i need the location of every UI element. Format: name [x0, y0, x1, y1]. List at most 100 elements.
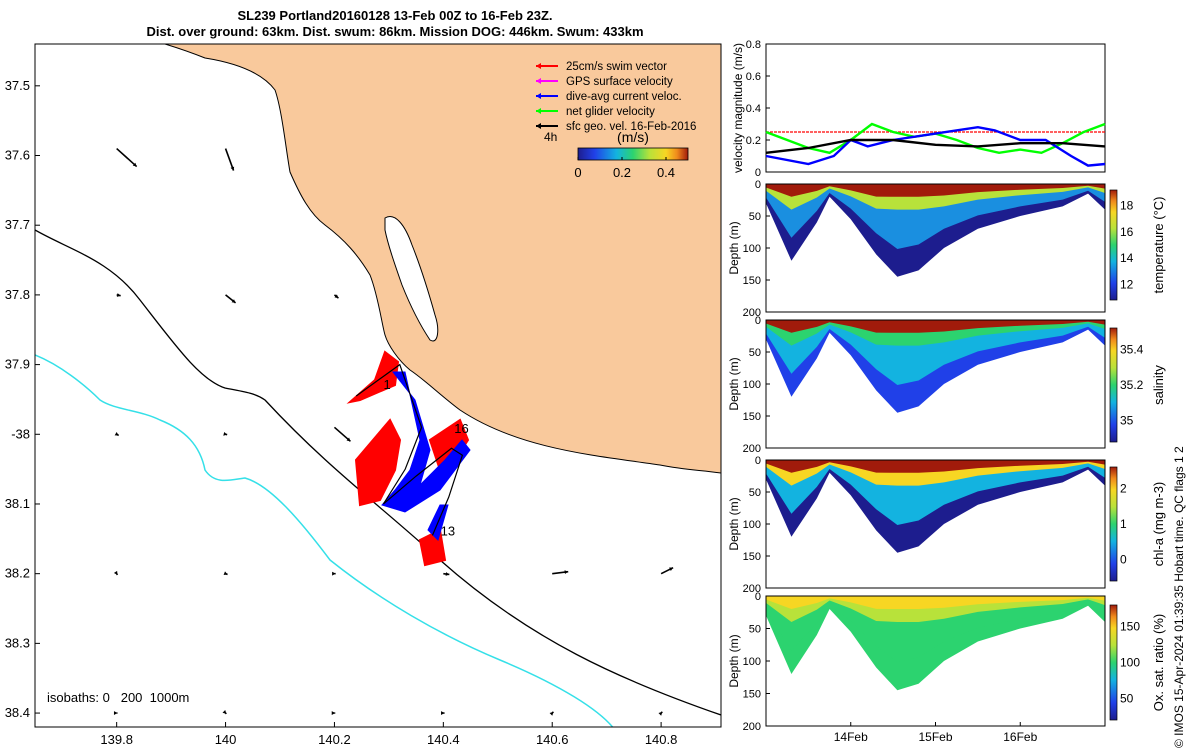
map-x-tick-label: 140.6 [536, 732, 569, 747]
depth-tick-label: 200 [743, 721, 761, 733]
sfc-geo-vector [333, 426, 351, 442]
map-y-tick-label: 37.9 [5, 357, 30, 372]
section-colorbar-tick-label: 18 [1120, 199, 1134, 213]
section-colorbar [1109, 466, 1118, 582]
section-upper-layer [766, 460, 1105, 486]
depth-tick-label: 150 [743, 689, 761, 701]
section-panel-salinity: 0 50 100 150 200 Depth (m) 35 35.2 35.4 salinity [727, 315, 1166, 455]
velocity-y-tick-label: 0.6 [746, 71, 761, 83]
track-annotation-label: 16 [454, 421, 468, 436]
map-x-tick-label: 140 [215, 732, 237, 747]
section-mid-layer [766, 460, 1105, 525]
section-colorbar [1109, 604, 1118, 721]
map-x-tick-label: 140.8 [645, 732, 678, 747]
section-colorbar-label: Ox. sat. ratio (%) [1151, 614, 1166, 712]
section-colorbar-tick-label: 16 [1120, 225, 1134, 239]
map-y-tick-label: 37.5 [5, 78, 30, 93]
track-annotations: 1 16 13 [383, 377, 468, 538]
section-colorbar-tick-label: 50 [1120, 691, 1134, 705]
time-tick-label: 15Feb [918, 730, 952, 744]
velocity-y-axis: 0 0.2 0.4 0.6 0.8 [746, 39, 770, 179]
section-upper-layer [766, 596, 1105, 622]
section-colorbar [1109, 327, 1118, 443]
map-x-axis: 139.8 140 140.2 140.4 140.6 140.8 [100, 722, 677, 747]
colorbar-tick-label: 0 [574, 165, 581, 180]
isobaths-label: isobaths: 0 200 1000m [47, 690, 189, 705]
map-y-tick-label: 38.1 [5, 496, 30, 511]
section-colorbar-tick-label: 35.2 [1120, 378, 1144, 392]
depth-tick-label: 100 [743, 243, 761, 255]
colorbar-unit-label: (m/s) [617, 129, 649, 145]
legend-label: 25cm/s swim vector [566, 61, 667, 73]
sfc-geo-vector [549, 711, 554, 716]
section-colorbar-tick-label: 100 [1120, 656, 1140, 670]
section-panel-oxygen-saturation: 0 50 100 150 200 Depth (m) 50 100 150 Ox. sat. ra… [727, 591, 1166, 733]
sfc-geo-vector [552, 570, 569, 575]
map-y-tick-label: 37.8 [5, 287, 30, 302]
section-colorbar-tick-label: 35 [1120, 414, 1134, 428]
map-colorbar: 4h (m/s) 0 0.2 0.4 [544, 129, 689, 180]
sfc-geo-vector [224, 148, 235, 171]
map-y-tick-label: 37.7 [5, 217, 30, 232]
depth-axis-label: Depth (m) [727, 357, 741, 410]
depth-tick-label: 150 [743, 275, 761, 287]
sfc-geo-vector [443, 572, 450, 576]
section-surface-layer [766, 320, 1105, 333]
section-colorbar-tick-label: 14 [1120, 251, 1134, 265]
time-tick-label: 14Feb [834, 730, 868, 744]
map-x-tick-label: 140.4 [427, 732, 460, 747]
section-mid-layer [766, 320, 1105, 385]
glider-track [355, 363, 464, 536]
credit-line: © IMOS 15-Apr-2024 01:39:35 Hobart time.… [1172, 446, 1186, 748]
section-colorbar-label: temperature (°C) [1151, 197, 1166, 294]
section-colorbar-tick-label: 12 [1120, 277, 1134, 291]
depth-tick-label: 0 [755, 591, 761, 603]
depth-tick-label: 200 [743, 443, 761, 455]
legend-entry: sfc geo. vel. 16-Feb-2016 [536, 121, 696, 133]
figure-title-line1: SL239 Portland20160128 13-Feb 00Z to 16-… [237, 8, 553, 23]
depth-tick-label: 0 [755, 455, 761, 467]
legend-entry: net glider velocity [536, 106, 655, 118]
velocity-y-tick-label: 0.4 [746, 103, 761, 115]
map-y-tick-label: 38.4 [5, 705, 30, 720]
legend-entry: 25cm/s swim vector [536, 61, 667, 73]
legend-label: net glider velocity [566, 106, 655, 118]
section-mid-layer [766, 596, 1105, 662]
section-colorbar [1109, 189, 1118, 301]
velocity-y-tick-label: 0 [755, 167, 761, 179]
depth-axis-label: Depth (m) [727, 634, 741, 687]
time-tick-label: 16Feb [1003, 730, 1037, 744]
sfc-geo-vector [113, 711, 118, 715]
legend-label: GPS surface velocity [566, 76, 673, 88]
section-colorbar-tick-label: 0 [1120, 553, 1127, 567]
section-colorbar-label: chl-a (mg m-3) [1151, 482, 1166, 567]
depth-tick-label: 50 [749, 211, 761, 223]
track-annotation-label: 1 [383, 377, 390, 392]
depth-tick-label: 150 [743, 411, 761, 423]
colorbar-tick-label: 0.2 [613, 165, 631, 180]
section-upper-layer [766, 184, 1105, 210]
depth-axis-label: Depth (m) [727, 497, 741, 550]
section-colorbar-tick-label: 150 [1120, 620, 1140, 634]
velocity-y-tick-label: 0.2 [746, 135, 761, 147]
figure-title: SL239 Portland20160128 13-Feb 00Z to 16-… [0, 8, 790, 40]
depth-tick-label: 100 [743, 519, 761, 531]
depth-tick-label: 100 [743, 656, 761, 668]
section-mid-layer [766, 184, 1105, 249]
section-colorbar-tick-label: 2 [1120, 481, 1127, 495]
sfc-geo-vector [222, 710, 227, 715]
legend-label: dive-avg current veloc. [566, 91, 682, 103]
depth-tick-label: 0 [755, 179, 761, 191]
legend-entry: GPS surface velocity [536, 76, 673, 88]
sfc-geo-vector [658, 711, 663, 716]
section-panel-temperature: 0 50 100 150 200 Depth (m) 12 14 16 18 temperature… [727, 179, 1166, 319]
depth-tick-label: 150 [743, 551, 761, 563]
sfc-geo-vector [116, 147, 138, 168]
velocity-series [765, 122, 1106, 167]
map-y-axis: 37.5 37.6 37.7 37.8 37.9 -38 38.1 38.2 38.3 38.4 [5, 78, 40, 720]
map-y-tick-label: 38.3 [5, 635, 30, 650]
dive-avg-current-envelope [381, 371, 471, 541]
